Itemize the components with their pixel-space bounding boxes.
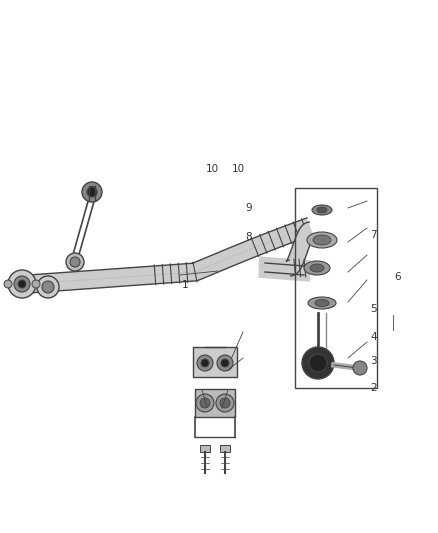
Circle shape bbox=[8, 270, 36, 298]
Ellipse shape bbox=[308, 297, 336, 309]
Bar bbox=[220, 445, 230, 452]
Circle shape bbox=[221, 359, 229, 367]
Text: 2: 2 bbox=[370, 383, 377, 393]
Text: 4: 4 bbox=[370, 332, 377, 342]
Circle shape bbox=[82, 182, 102, 202]
Ellipse shape bbox=[310, 264, 324, 272]
Ellipse shape bbox=[313, 235, 331, 245]
Bar bbox=[195, 389, 235, 417]
Ellipse shape bbox=[304, 261, 330, 275]
Text: 8: 8 bbox=[245, 232, 252, 242]
Circle shape bbox=[197, 355, 213, 371]
Ellipse shape bbox=[317, 207, 327, 213]
Text: 1: 1 bbox=[182, 280, 188, 290]
Ellipse shape bbox=[315, 300, 329, 306]
Circle shape bbox=[42, 281, 54, 293]
Ellipse shape bbox=[312, 205, 332, 215]
Text: 10: 10 bbox=[206, 165, 219, 174]
Text: 7: 7 bbox=[370, 230, 377, 239]
Ellipse shape bbox=[307, 232, 337, 248]
Text: 5: 5 bbox=[370, 304, 377, 314]
Circle shape bbox=[66, 253, 84, 271]
Circle shape bbox=[18, 280, 26, 288]
Circle shape bbox=[87, 187, 97, 197]
Circle shape bbox=[196, 394, 214, 412]
Circle shape bbox=[14, 276, 30, 292]
Circle shape bbox=[32, 280, 40, 288]
Circle shape bbox=[220, 398, 230, 408]
Circle shape bbox=[302, 347, 334, 379]
Bar bbox=[200, 445, 210, 452]
Circle shape bbox=[70, 257, 80, 267]
Circle shape bbox=[216, 394, 234, 412]
Circle shape bbox=[309, 354, 327, 372]
Circle shape bbox=[217, 355, 233, 371]
Text: 9: 9 bbox=[245, 203, 252, 213]
Circle shape bbox=[200, 398, 210, 408]
Bar bbox=[295, 188, 377, 388]
Text: 6: 6 bbox=[394, 272, 401, 282]
Circle shape bbox=[353, 361, 367, 375]
Circle shape bbox=[201, 359, 209, 367]
Bar bbox=[193, 347, 237, 377]
Text: 10: 10 bbox=[232, 165, 245, 174]
Polygon shape bbox=[14, 218, 313, 294]
Polygon shape bbox=[286, 222, 314, 276]
Circle shape bbox=[37, 276, 59, 298]
Circle shape bbox=[4, 280, 12, 288]
Text: 3: 3 bbox=[370, 357, 377, 366]
